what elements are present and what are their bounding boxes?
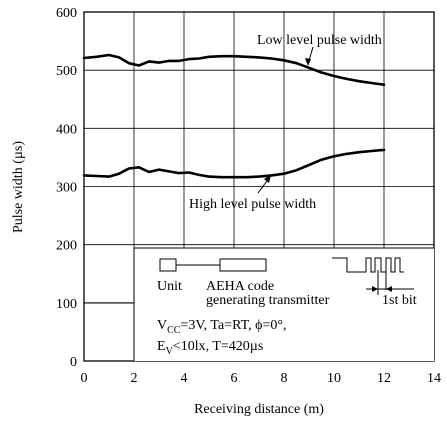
series-group <box>82 53 386 179</box>
first-bit-label: 1st bit <box>382 293 417 308</box>
x-axis-title: Receiving distance (m) <box>194 402 324 417</box>
series-line-high-level <box>82 148 386 179</box>
transmitter-box <box>219 258 267 272</box>
aeha-label-1: AEHA code <box>206 279 274 294</box>
x-tick-label-2: 2 <box>131 371 138 386</box>
x-tick-label-0: 0 <box>81 371 88 386</box>
x-tick-label-8: 8 <box>281 371 288 386</box>
first-bit-arrow-head-right <box>386 286 392 292</box>
y-tick-label-400: 400 <box>56 122 77 137</box>
x-tick-label-10: 10 <box>327 371 341 386</box>
x-tick-label-6: 6 <box>231 371 238 386</box>
condition-line-2: EV<10lx, T=420µs <box>157 339 263 357</box>
waveform-icon <box>332 257 404 273</box>
low-label: Low level pulse width <box>257 33 382 48</box>
x-tick-labels: 0 2 4 6 8 10 12 14 <box>81 371 442 386</box>
condition-line-1: VCC=3V, Ta=RT, ϕ=0°, <box>157 318 286 336</box>
y-tick-labels: 0 100 200 300 400 500 600 <box>56 6 77 370</box>
x-tick-label-12: 12 <box>377 371 391 386</box>
conditions-box <box>134 248 434 361</box>
y-tick-label-300: 300 <box>56 181 77 196</box>
series-line-low-level <box>82 53 386 86</box>
aeha-label-2: generating transmitter <box>206 293 330 308</box>
y-axis-title: Pulse width (µs) <box>11 141 26 233</box>
low-label-arrow <box>305 58 311 66</box>
x-tick-label-4: 4 <box>181 371 188 386</box>
first-bit-arrow-head-left <box>372 286 378 292</box>
y-tick-label-0: 0 <box>70 355 77 370</box>
high-label: High level pulse width <box>189 197 316 212</box>
y-tick-label-500: 500 <box>56 64 77 79</box>
y-tick-label-100: 100 <box>56 297 77 312</box>
high-label-arrow <box>264 175 271 183</box>
y-tick-label-200: 200 <box>56 239 77 254</box>
x-tick-label-14: 14 <box>427 371 441 386</box>
y-tick-label-600: 600 <box>56 6 77 21</box>
unit-label: Unit <box>157 279 182 294</box>
